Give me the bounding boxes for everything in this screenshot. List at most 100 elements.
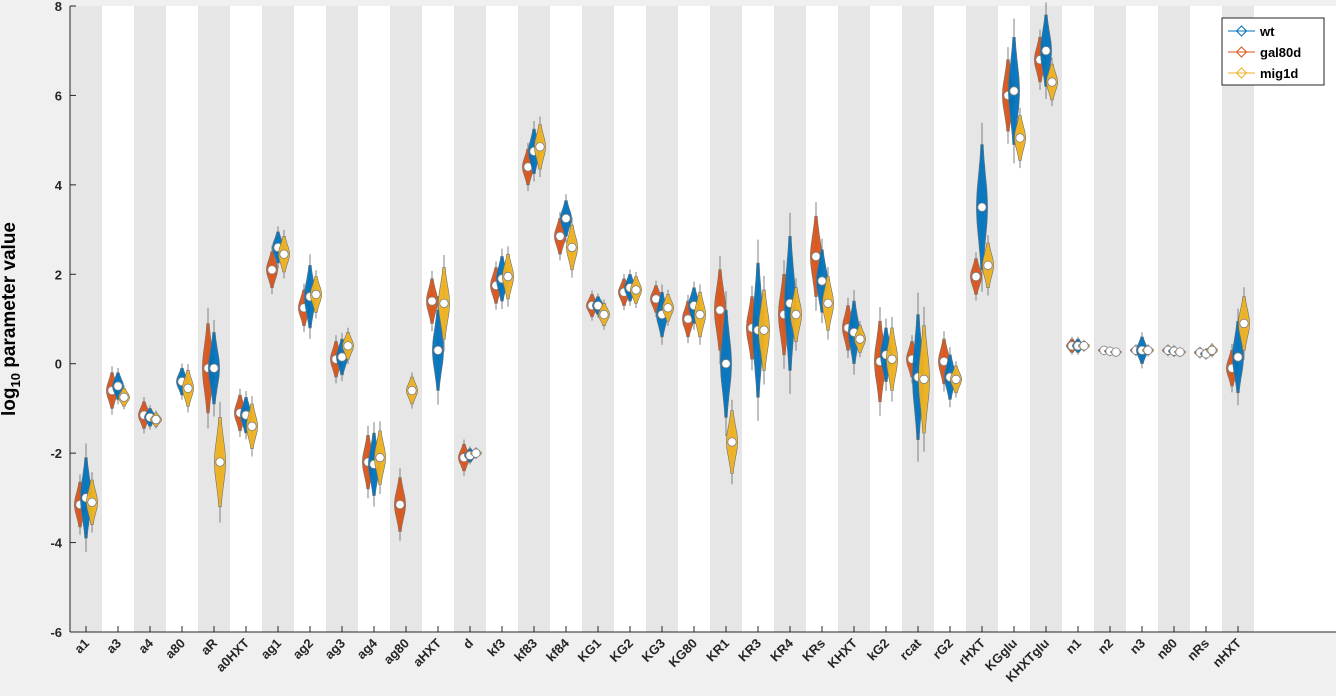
median-marker	[267, 265, 277, 275]
violin-wt-rHXT	[976, 122, 988, 292]
median-marker	[599, 309, 609, 320]
violin-mig1d-KG1	[598, 299, 610, 330]
violin-mig1d-kf83	[534, 116, 546, 178]
category-band-n1	[1062, 6, 1094, 632]
y-tick-label: 0	[55, 357, 62, 372]
y-tick-label: 6	[55, 88, 62, 103]
violin-mig1d-KRs	[822, 267, 834, 340]
median-marker	[183, 383, 193, 393]
median-marker	[811, 251, 821, 261]
median-marker	[561, 213, 571, 223]
category-band-a4	[134, 6, 166, 632]
median-marker	[1079, 341, 1089, 351]
y-axis-label-rest: parameter value	[0, 222, 20, 373]
violin-gal80d-aHXT	[426, 270, 438, 332]
violin-mig1d-KR3	[758, 275, 770, 385]
category-band-ag4	[358, 6, 390, 632]
violin-mig1d-a80	[182, 364, 194, 413]
violin-mig1d-a4	[150, 410, 162, 429]
median-marker	[433, 345, 443, 355]
legend-label-gal80d: gal80d	[1260, 45, 1301, 60]
violin-mig1d-n1	[1078, 339, 1090, 352]
legend-entry-gal80d: gal80d	[1228, 45, 1301, 60]
violin-mig1d-KG3	[662, 289, 674, 326]
violin-wt-KGglu	[1008, 18, 1020, 164]
median-marker	[759, 325, 769, 335]
y-axis-label-subscript: 10	[8, 373, 23, 387]
violin-wt-KHXTglu	[1040, 2, 1052, 100]
axes	[69, 6, 1336, 633]
median-marker	[471, 448, 481, 458]
y-tick-label: -2	[50, 446, 62, 461]
violin-mig1d-KR4	[790, 278, 802, 351]
violin-mig1d-n2	[1110, 347, 1122, 357]
median-marker	[151, 415, 161, 425]
category-band-a80	[166, 6, 198, 632]
median-marker	[1041, 46, 1051, 56]
median-marker	[439, 298, 449, 308]
y-tick-label: -4	[50, 536, 62, 551]
category-band-kf84	[550, 6, 582, 632]
category-band-KHXTglu	[1030, 6, 1062, 632]
median-marker	[427, 296, 437, 306]
category-band-rHXT	[966, 6, 998, 632]
violin-mig1d-kf84	[566, 217, 578, 278]
median-marker	[113, 381, 123, 391]
median-marker	[823, 298, 833, 308]
legend-label-mig1d: mig1d	[1260, 66, 1298, 81]
violin-wt-kf84	[560, 194, 572, 243]
violin-mig1d-ag1	[278, 230, 290, 279]
category-band-d	[454, 6, 486, 632]
median-marker	[87, 497, 97, 507]
violin-gal80d-d	[458, 439, 470, 476]
y-axis-label: log10 parameter value	[0, 222, 23, 416]
violin-wt-a1	[80, 443, 92, 553]
legend-marker-mig1d	[1235, 67, 1248, 79]
median-marker	[727, 437, 737, 447]
violin-mig1d-a1	[86, 472, 98, 533]
median-marker	[977, 202, 987, 212]
y-axis-label-main: log	[0, 388, 20, 417]
violin-mig1d-KG2	[630, 271, 642, 309]
median-marker	[215, 457, 225, 467]
violin-gal80d-ag1	[266, 245, 278, 294]
violin-mig1d-ag80	[406, 372, 418, 409]
y-tick-label: 4	[55, 178, 63, 193]
violin-mig1d-KG80	[694, 284, 706, 345]
violin-mig1d-ag2	[310, 270, 322, 319]
median-marker	[951, 374, 961, 384]
median-marker	[567, 242, 577, 253]
median-marker	[407, 385, 417, 396]
legend-entry-wt: wt	[1228, 24, 1275, 39]
median-marker	[855, 334, 865, 344]
median-marker	[1207, 345, 1217, 355]
median-marker	[209, 363, 219, 373]
legend-marker-wt	[1235, 25, 1248, 37]
legend-marker-gal80d	[1235, 46, 1248, 58]
violin-mig1d-rG2	[950, 361, 962, 398]
violin-mig1d-aR	[214, 401, 226, 523]
median-marker	[311, 289, 321, 300]
y-tick-label: 8	[55, 0, 62, 14]
violin-mig1d-ag3	[342, 327, 354, 364]
median-marker	[279, 249, 289, 259]
median-marker	[631, 285, 641, 295]
median-marker	[1239, 318, 1249, 329]
median-marker	[919, 374, 929, 384]
median-marker	[1111, 347, 1121, 357]
violin-mig1d-kf3	[502, 246, 514, 307]
violin-gal80d-ag80	[394, 468, 406, 541]
median-marker	[715, 305, 725, 315]
y-tick-labels: -6 -4 -2 0 2 4 6 8	[50, 0, 76, 640]
median-marker	[247, 421, 257, 431]
median-marker	[663, 303, 673, 313]
category-band-n2	[1094, 6, 1126, 632]
violin-mig1d-ag4	[374, 421, 386, 494]
median-marker	[375, 453, 385, 463]
violin-mig1d-kG2	[886, 316, 898, 402]
median-marker	[119, 392, 129, 402]
category-band-ag1	[262, 6, 294, 632]
median-marker	[971, 271, 981, 282]
violin-mig1d-KHXT	[854, 321, 866, 358]
violin-layer	[74, 2, 1250, 553]
